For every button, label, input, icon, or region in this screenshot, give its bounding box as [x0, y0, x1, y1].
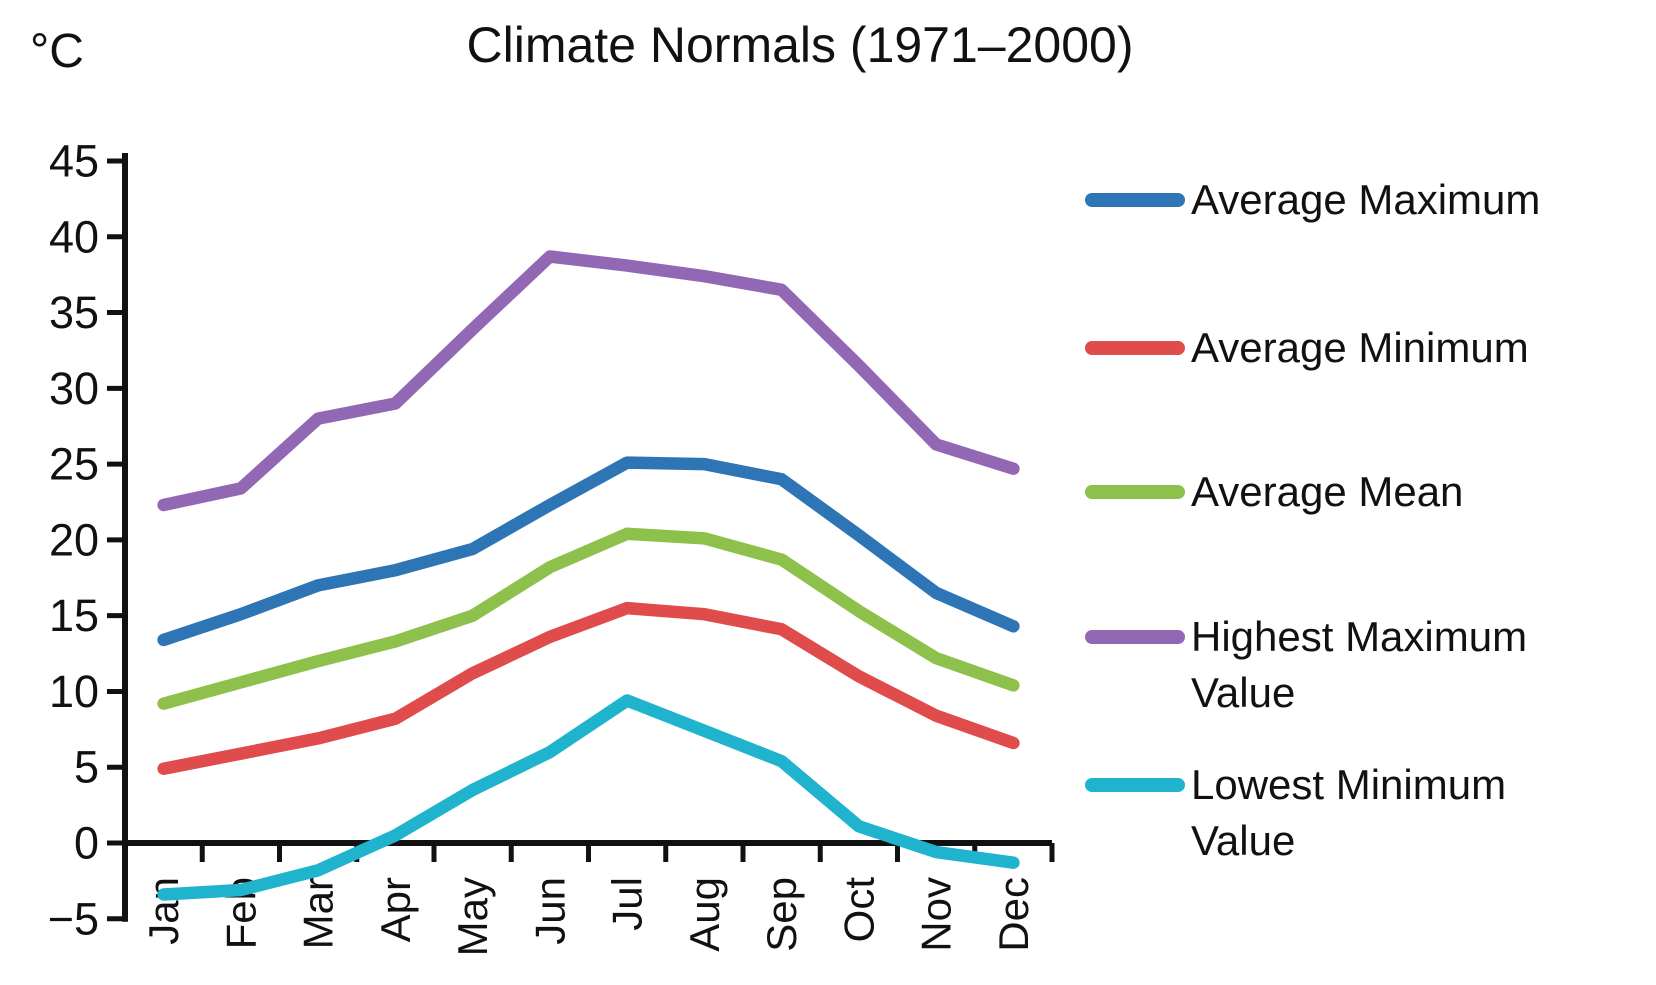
series-line-lowest-minimum-value — [157, 694, 1020, 901]
chart-title: Climate Normals (1971–2000) — [466, 17, 1134, 73]
legend-label: Lowest Minimum Value — [1191, 761, 1507, 864]
legend-swatch — [1085, 341, 1185, 355]
legend-item: Lowest Minimum Value — [1085, 757, 1621, 869]
x-tick-label: Nov — [913, 877, 960, 952]
legend-swatch — [1085, 778, 1185, 792]
y-tick-label: 10 — [49, 666, 99, 717]
series-line-highest-maximum-value — [157, 250, 1020, 512]
series-line-average-minimum — [157, 601, 1020, 775]
legend-label: Average Minimum — [1191, 324, 1529, 371]
legend: Average Maximum Average Minimum Average Me… — [1085, 0, 1656, 985]
x-tick-label: Aug — [681, 877, 728, 952]
x-tick-label: Oct — [835, 877, 882, 943]
y-tick-label: 25 — [49, 439, 99, 490]
x-tick-label: Jul — [604, 877, 651, 931]
legend-swatch — [1085, 485, 1185, 499]
legend-label: Average Mean — [1191, 468, 1464, 515]
y-tick-label: 0 — [74, 818, 99, 869]
x-tick-label: May — [449, 877, 496, 956]
legend-item: Average Mean — [1085, 464, 1621, 520]
legend-item: Average Maximum — [1085, 172, 1621, 228]
legend-item: Average Minimum — [1085, 320, 1621, 376]
y-tick-label: 30 — [49, 363, 99, 414]
y-tick-label: 20 — [49, 514, 99, 565]
x-tick-label: Mar — [295, 877, 342, 949]
legend-swatch — [1085, 630, 1185, 644]
legend-swatch — [1085, 193, 1185, 207]
legend-label: Average Maximum — [1191, 176, 1541, 223]
y-tick-label: 5 — [74, 742, 99, 793]
y-axis-unit-label: °C — [30, 25, 84, 78]
y-tick-label: 35 — [49, 287, 99, 338]
x-tick-label: Apr — [372, 877, 419, 942]
x-tick-label: Dec — [990, 877, 1037, 952]
legend-item: Highest Maximum Value — [1085, 609, 1621, 721]
x-tick-label: Jun — [526, 877, 573, 945]
series-line-average-mean — [157, 527, 1020, 710]
y-tick-label: 40 — [49, 211, 99, 262]
x-tick-label: Jan — [140, 877, 187, 945]
legend-label: Highest Maximum Value — [1191, 613, 1528, 716]
series-line-average-maximum — [157, 456, 1020, 647]
y-tick-label: −5 — [48, 893, 99, 944]
x-tick-label: Sep — [758, 877, 805, 952]
y-tick-label: 15 — [49, 590, 99, 641]
y-tick-label: 45 — [49, 136, 99, 187]
